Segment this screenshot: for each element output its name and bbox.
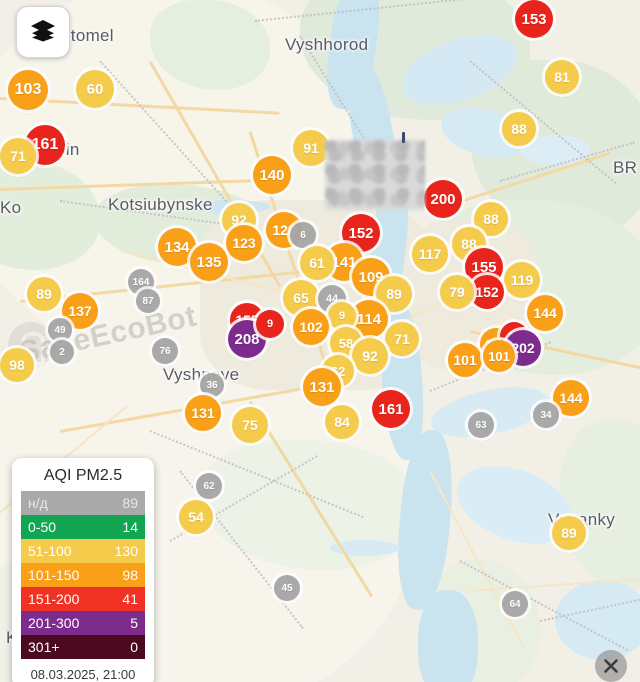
layers-icon (30, 18, 56, 47)
legend-row-count: 14 (122, 519, 138, 535)
legend-rows: н/д 89 0-50 14 51-100 130 101-150 98 151-200 41 20… (21, 491, 145, 659)
legend-row[interactable]: 101-150 98 (21, 563, 145, 587)
legend-title: AQI PM2.5 (43, 467, 123, 484)
legend-timestamp: 08.03.2025, 21:00 (30, 667, 136, 682)
legend-row-label: 201-300 (28, 615, 80, 631)
aqi-marker[interactable]: 140 (253, 156, 291, 194)
aqi-marker[interactable]: 71 (0, 138, 36, 174)
aqi-marker[interactable]: 2 (50, 340, 74, 364)
aqi-marker[interactable]: 9 (256, 310, 284, 338)
aqi-marker[interactable]: 64 (502, 591, 528, 617)
aqi-marker[interactable]: 84 (325, 405, 359, 439)
legend-row-count: 89 (122, 495, 138, 511)
aqi-marker[interactable]: 79 (440, 275, 474, 309)
map-forest-area (150, 0, 270, 90)
aqi-marker[interactable]: 92 (352, 338, 388, 374)
aqi-marker[interactable]: 87 (136, 289, 160, 313)
aqi-marker[interactable]: 89 (552, 516, 586, 550)
aqi-marker[interactable]: 134 (158, 228, 196, 266)
legend-row[interactable]: 301+ 0 (21, 635, 145, 659)
legend-row[interactable]: 0-50 14 (21, 515, 145, 539)
aqi-marker[interactable]: 117 (412, 236, 448, 272)
legend-row-label: 0-50 (28, 519, 57, 535)
legend-row[interactable]: 151-200 41 (21, 587, 145, 611)
aqi-marker[interactable]: 62 (196, 473, 222, 499)
legend-row-count: 98 (122, 567, 138, 583)
aqi-marker[interactable]: 81 (545, 60, 579, 94)
aqi-marker[interactable]: 75 (232, 407, 268, 443)
legend-row-label: 51-100 (28, 543, 72, 559)
aqi-legend-panel: AQI PM2.5 н/д 89 0-50 14 51-100 130 101-150 98 1… (12, 458, 154, 682)
aqi-marker[interactable]: 101 (483, 340, 515, 372)
legend-row-label: 101-150 (28, 567, 80, 583)
aqi-marker[interactable]: 91 (293, 130, 329, 166)
aqi-marker[interactable]: 88 (502, 112, 536, 146)
aqi-marker[interactable]: 89 (27, 277, 61, 311)
close-icon (603, 658, 619, 674)
aqi-marker[interactable]: 102 (293, 309, 329, 345)
aqi-marker[interactable]: 60 (76, 70, 114, 108)
legend-row[interactable]: 201-300 5 (21, 611, 145, 635)
aqi-marker[interactable]: 103 (8, 70, 48, 110)
aqi-marker[interactable]: 34 (533, 402, 559, 428)
map-water-body (330, 540, 400, 556)
aqi-marker[interactable]: 101 (448, 343, 482, 377)
map-water-body (418, 590, 478, 682)
aqi-marker[interactable]: 45 (274, 575, 300, 601)
aqi-marker[interactable]: 119 (504, 262, 540, 298)
aqi-marker[interactable]: 76 (152, 338, 178, 364)
aqi-marker[interactable]: 161 (372, 390, 410, 428)
legend-row-label: н/д (28, 495, 48, 511)
aqi-marker[interactable]: 71 (385, 322, 419, 356)
legend-row-count: 5 (130, 615, 138, 631)
aqi-marker[interactable]: 36 (200, 373, 224, 397)
map-pin-marker (402, 132, 405, 143)
close-button[interactable] (595, 650, 627, 682)
aqi-marker[interactable]: 123 (226, 225, 262, 261)
aqi-marker[interactable]: 131 (303, 368, 341, 406)
legend-row-label: 151-200 (28, 591, 80, 607)
legend-row[interactable]: н/д 89 (21, 491, 145, 515)
aqi-marker[interactable]: 144 (527, 295, 563, 331)
aqi-marker[interactable]: 61 (300, 246, 334, 280)
aqi-marker[interactable]: 135 (190, 243, 228, 281)
aqi-marker[interactable]: 131 (185, 395, 221, 431)
aqi-marker[interactable]: 49 (48, 318, 72, 342)
aqi-marker[interactable]: 88 (474, 202, 508, 236)
legend-row-count: 0 (130, 639, 138, 655)
layers-button[interactable] (16, 6, 70, 58)
map-forest-area (560, 420, 640, 590)
aqi-marker[interactable]: 54 (179, 500, 213, 534)
aqi-marker[interactable]: 144 (553, 380, 589, 416)
aqi-marker[interactable]: 6 (290, 222, 316, 248)
legend-row[interactable]: 51-100 130 (21, 539, 145, 563)
aqi-marker[interactable]: 63 (468, 412, 494, 438)
legend-row-label: 301+ (28, 639, 60, 655)
aqi-marker[interactable]: 200 (424, 180, 462, 218)
aqi-marker[interactable]: 9 (328, 302, 356, 330)
aqi-marker[interactable]: 152 (470, 275, 504, 309)
aqi-marker[interactable]: 153 (515, 0, 553, 38)
map-water-body (555, 580, 640, 660)
legend-row-count: 41 (122, 591, 138, 607)
aqi-marker[interactable]: 98 (0, 348, 34, 382)
pixelated-overlay-region (325, 140, 425, 210)
legend-row-count: 130 (114, 543, 138, 559)
